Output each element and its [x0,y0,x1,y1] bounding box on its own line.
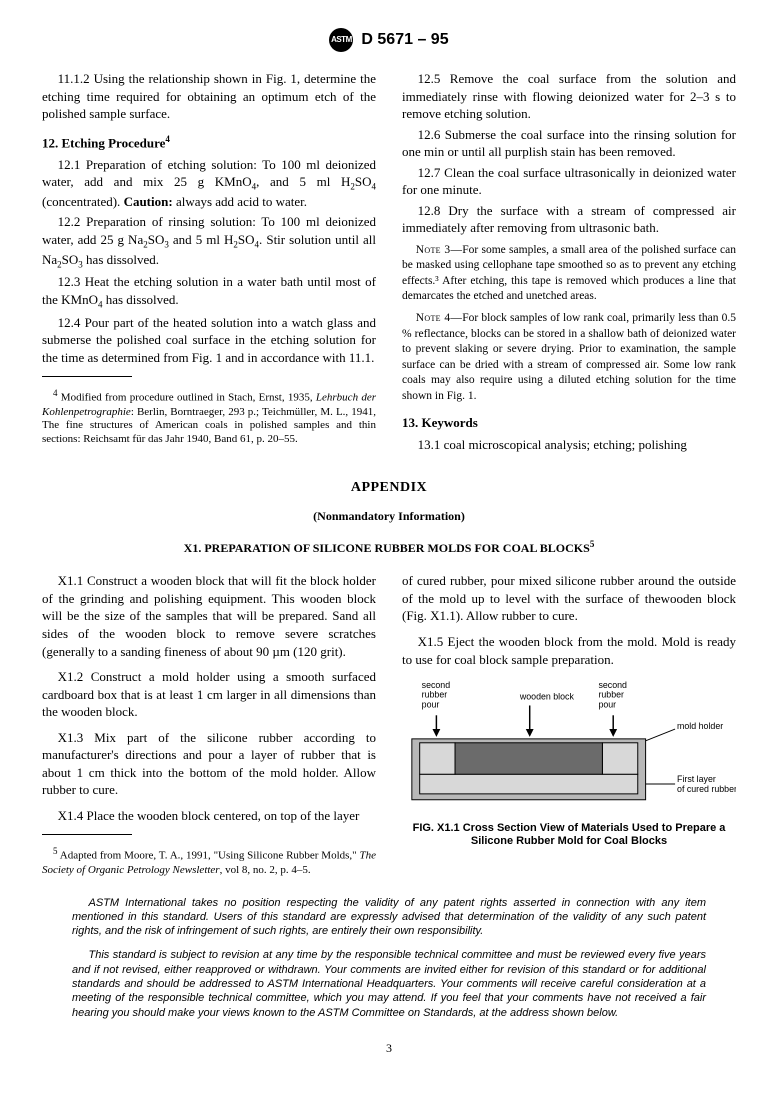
t: (concentrated). [42,194,124,209]
t: SO [355,174,372,189]
section-12-title: 12. Etching Procedure [42,135,165,150]
para-12-7: 12.7 Clean the coal surface ultrasonical… [402,164,736,199]
para-12-2: 12.2 Preparation of rinsing solution: To… [42,213,376,270]
appendix-section-head: X1. PREPARATION OF SILICONE RUBBER MOLDS… [42,538,736,556]
note-3: Note 3—For some samples, a small area of… [402,243,736,305]
para-x1-3: X1.3 Mix part of the silicone rubber acc… [42,729,376,799]
t: SO [62,252,79,267]
section-13-head: 13. Keywords [402,414,736,432]
footnote-rule [42,376,132,377]
t: has dissolved. [83,252,159,267]
footnote-4-mark: 4 [165,134,170,144]
page-number: 3 [42,1040,736,1056]
t: For block samples of low rank coal, prim… [402,312,736,402]
t: always add acid to water. [173,194,307,209]
t: has dissolved. [102,292,178,307]
footnote-rule-5 [42,834,132,835]
main-body: 11.1.2 Using the relationship shown in F… [42,70,736,457]
para-12-3: 12.3 Heat the etching solution in a wate… [42,273,376,310]
t: Adapted from Moore, T. A., 1991, "Using … [60,850,360,862]
para-x1-4b: of cured rubber, pour mixed silicone rub… [402,572,736,625]
figure-x1-1: secondrubberpour wooden block secondrubb… [402,676,736,848]
para-x1-1: X1.1 Construct a wooden block that will … [42,572,376,660]
t: X1. PREPARATION OF SILICONE RUBBER MOLDS… [184,541,590,555]
para-12-8: 12.8 Dry the surface with a stream of co… [402,202,736,237]
para-12-4: 12.4 Pour part of the heated solution in… [42,314,376,367]
disclaimer-p1: ASTM International takes no position res… [72,896,706,939]
note-4-lead: Note 4— [416,312,462,324]
disclaimer-p2: This standard is subject to revision at … [72,948,706,1019]
appendix-body: X1.1 Construct a wooden block that will … [42,572,736,877]
t: Modified from procedure outlined in Stac… [61,392,316,404]
svg-text:First layerof cured rubber: First layerof cured rubber [677,774,736,794]
footnote-5: 5 Adapted from Moore, T. A., 1991, "Usin… [42,846,376,877]
t: , and 5 ml H [256,174,350,189]
note-4: Note 4—For block samples of low rank coa… [402,311,736,404]
para-11-1-2: 11.1.2 Using the relationship shown in F… [42,70,376,123]
section-12-head: 12. Etching Procedure4 [42,133,376,152]
disclaimer-block: ASTM International takes no position res… [72,896,706,1020]
para-12-1: 12.1 Preparation of etching solution: To… [42,156,376,211]
svg-text:wooden block: wooden block [519,692,575,702]
svg-text:secondrubberpour: secondrubberpour [422,680,451,710]
t: SO [238,232,255,247]
appendix-subtitle: (Nonmandatory Information) [42,508,736,524]
document-header: ASTM D 5671 – 95 [42,28,736,52]
footnote-4: 4 Modified from procedure outlined in St… [42,388,376,447]
para-12-5: 12.5 Remove the coal surface from the so… [402,70,736,123]
t: SO [148,232,165,247]
para-x1-2: X1.2 Construct a mold holder using a smo… [42,668,376,721]
svg-text:mold holder: mold holder [677,721,723,731]
appendix-title: APPENDIX [42,479,736,498]
note-3-lead: Note 3— [416,244,462,256]
caution-label: Caution: [124,194,173,209]
para-x1-4: X1.4 Place the wooden block centered, on… [42,807,376,825]
t: and 5 ml H [169,232,234,247]
t: , vol 8, no. 2, p. 4–5. [220,864,311,876]
astm-logo-icon: ASTM [329,28,353,52]
figure-caption: FIG. X1.1 Cross Section View of Material… [402,822,736,848]
figure-svg: secondrubberpour wooden block secondrubb… [402,676,736,814]
t: 12.3 Heat the etching solution in a wate… [42,274,376,307]
para-x1-5: X1.5 Eject the wooden block from the mol… [402,633,736,668]
footnote-5-mark: 5 [590,539,595,549]
svg-text:secondrubberpour: secondrubberpour [598,680,627,710]
designation-number: D 5671 – 95 [361,29,448,51]
para-13-1: 13.1 coal microscopical analysis; etchin… [402,436,736,454]
para-12-6: 12.6 Submerse the coal surface into the … [402,126,736,161]
